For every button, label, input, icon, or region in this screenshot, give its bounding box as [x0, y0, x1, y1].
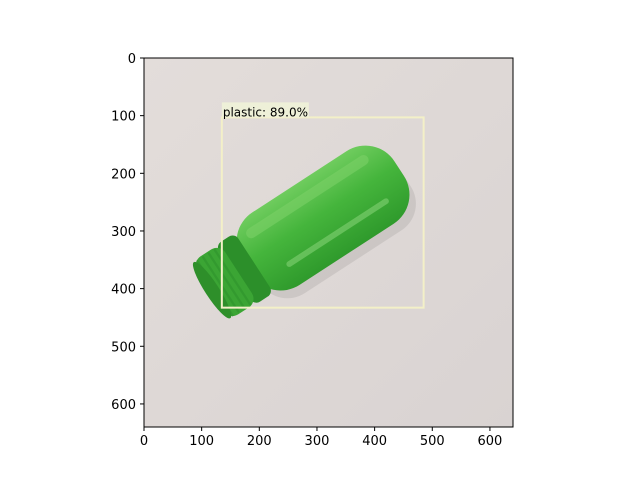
axes: plastic: 89.0% 0 100 200 300 400 500 600 0 100 2… — [111, 52, 514, 449]
y-tick-label: 200 — [111, 167, 136, 182]
x-axis: 0 100 200 300 400 500 600 — [140, 427, 502, 449]
y-axis: 0 100 200 300 400 500 600 — [111, 52, 144, 413]
y-tick-label: 500 — [111, 340, 136, 355]
x-tick-label: 600 — [478, 434, 503, 449]
x-tick-label: 300 — [305, 434, 330, 449]
x-tick-label: 0 — [140, 434, 148, 449]
x-tick-label: 500 — [420, 434, 445, 449]
x-tick-label: 400 — [362, 434, 387, 449]
bounding-box — [220, 116, 425, 309]
y-tick-label: 300 — [111, 225, 136, 240]
detection-label: plastic: 89.0% — [223, 105, 308, 119]
y-tick-label: 100 — [111, 110, 136, 125]
x-tick-label: 200 — [247, 434, 272, 449]
detection-overlay: plastic: 89.0% — [220, 102, 425, 309]
y-tick-label: 600 — [111, 398, 136, 413]
label-background — [221, 102, 309, 118]
y-tick-label: 0 — [128, 52, 136, 67]
y-tick-label: 400 — [111, 283, 136, 298]
axes-frame — [143, 57, 514, 428]
x-tick-label: 100 — [189, 434, 214, 449]
